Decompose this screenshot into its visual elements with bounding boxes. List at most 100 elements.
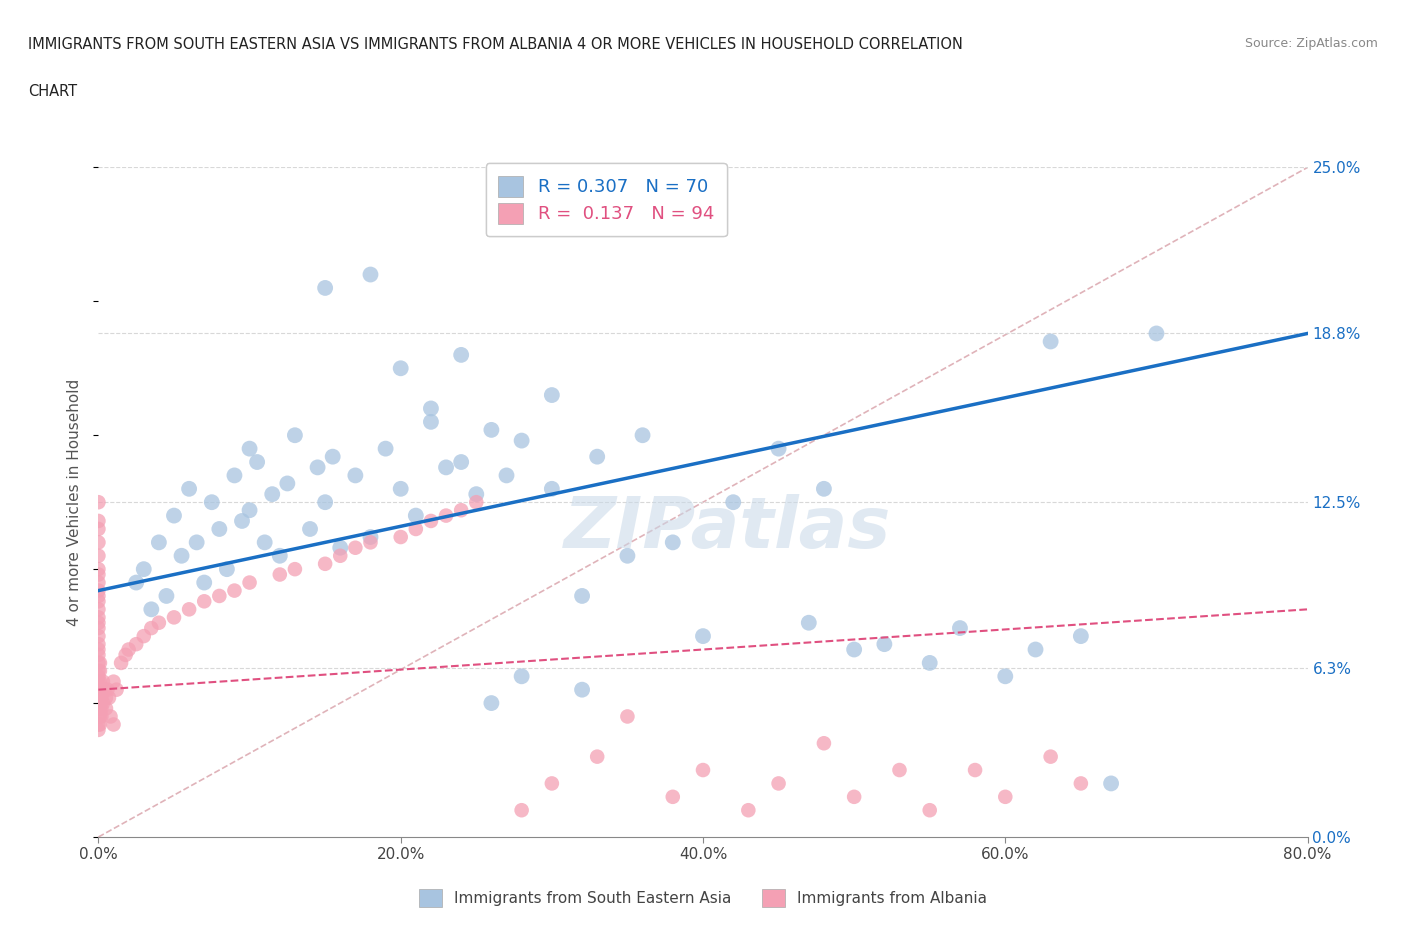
Point bbox=[87, 723, 110, 737]
Point bbox=[193, 594, 215, 609]
Point bbox=[208, 522, 231, 537]
Point bbox=[90, 690, 112, 705]
Point bbox=[540, 388, 562, 403]
Point bbox=[94, 701, 117, 716]
Point bbox=[571, 683, 593, 698]
Point bbox=[239, 575, 262, 590]
Point bbox=[360, 529, 382, 544]
Point bbox=[89, 701, 111, 716]
Point bbox=[844, 642, 866, 657]
Point bbox=[1070, 776, 1092, 790]
Point bbox=[170, 549, 193, 564]
Point bbox=[103, 674, 125, 689]
Point bbox=[661, 790, 683, 804]
Point bbox=[100, 709, 122, 724]
Point bbox=[87, 549, 110, 564]
Point bbox=[132, 562, 155, 577]
Point bbox=[89, 674, 111, 689]
Point bbox=[87, 642, 110, 657]
Point bbox=[481, 422, 503, 437]
Point bbox=[91, 696, 114, 711]
Point bbox=[94, 690, 117, 705]
Point bbox=[87, 583, 110, 598]
Point bbox=[148, 616, 170, 631]
Point bbox=[179, 602, 201, 617]
Point bbox=[1039, 334, 1062, 349]
Point bbox=[314, 281, 336, 296]
Point bbox=[87, 567, 110, 582]
Point bbox=[329, 540, 352, 555]
Point bbox=[89, 663, 111, 678]
Point bbox=[87, 620, 110, 635]
Point bbox=[692, 629, 714, 644]
Text: IMMIGRANTS FROM SOUTH EASTERN ASIA VS IMMIGRANTS FROM ALBANIA 4 OR MORE VEHICLES: IMMIGRANTS FROM SOUTH EASTERN ASIA VS IM… bbox=[28, 37, 963, 52]
Point bbox=[87, 701, 110, 716]
Point bbox=[155, 589, 177, 604]
Point bbox=[93, 683, 115, 698]
Point bbox=[87, 656, 110, 671]
Point bbox=[813, 482, 835, 497]
Point bbox=[87, 683, 110, 698]
Point bbox=[87, 495, 110, 510]
Point bbox=[114, 647, 136, 662]
Point bbox=[89, 717, 111, 732]
Point bbox=[918, 803, 941, 817]
Point bbox=[344, 540, 367, 555]
Point bbox=[141, 602, 163, 617]
Point bbox=[586, 449, 609, 464]
Point bbox=[284, 562, 307, 577]
Point bbox=[125, 637, 148, 652]
Text: CHART: CHART bbox=[28, 84, 77, 99]
Point bbox=[420, 401, 443, 416]
Point bbox=[246, 455, 269, 470]
Point bbox=[344, 468, 367, 483]
Point bbox=[125, 575, 148, 590]
Point bbox=[90, 701, 112, 716]
Point bbox=[163, 508, 186, 523]
Point bbox=[1070, 629, 1092, 644]
Point bbox=[87, 629, 110, 644]
Point bbox=[87, 709, 110, 724]
Legend: Immigrants from South Eastern Asia, Immigrants from Albania: Immigrants from South Eastern Asia, Immi… bbox=[413, 884, 993, 913]
Point bbox=[873, 637, 896, 652]
Point bbox=[420, 415, 443, 430]
Point bbox=[87, 513, 110, 528]
Point bbox=[163, 610, 186, 625]
Point bbox=[87, 610, 110, 625]
Point bbox=[87, 647, 110, 662]
Point bbox=[510, 803, 533, 817]
Legend: R = 0.307   N = 70, R =  0.137   N = 94: R = 0.307 N = 70, R = 0.137 N = 94 bbox=[485, 163, 727, 236]
Point bbox=[450, 455, 472, 470]
Point bbox=[389, 482, 412, 497]
Point bbox=[87, 522, 110, 537]
Point bbox=[571, 589, 593, 604]
Point bbox=[284, 428, 307, 443]
Point bbox=[737, 803, 759, 817]
Point bbox=[193, 575, 215, 590]
Point bbox=[87, 663, 110, 678]
Point bbox=[692, 763, 714, 777]
Point bbox=[87, 616, 110, 631]
Point bbox=[889, 763, 911, 777]
Text: ZIPatlas: ZIPatlas bbox=[564, 495, 891, 564]
Point bbox=[186, 535, 208, 550]
Point bbox=[420, 513, 443, 528]
Point bbox=[405, 508, 427, 523]
Point bbox=[661, 535, 683, 550]
Point bbox=[208, 589, 231, 604]
Point bbox=[465, 495, 488, 510]
Point bbox=[481, 696, 503, 711]
Point bbox=[239, 503, 262, 518]
Point bbox=[314, 495, 336, 510]
Point bbox=[768, 776, 790, 790]
Point bbox=[540, 482, 562, 497]
Point bbox=[465, 486, 488, 501]
Point bbox=[450, 503, 472, 518]
Point bbox=[844, 790, 866, 804]
Point bbox=[87, 602, 110, 617]
Point bbox=[269, 549, 291, 564]
Point bbox=[616, 709, 638, 724]
Point bbox=[994, 669, 1017, 684]
Point bbox=[110, 656, 132, 671]
Point bbox=[103, 717, 125, 732]
